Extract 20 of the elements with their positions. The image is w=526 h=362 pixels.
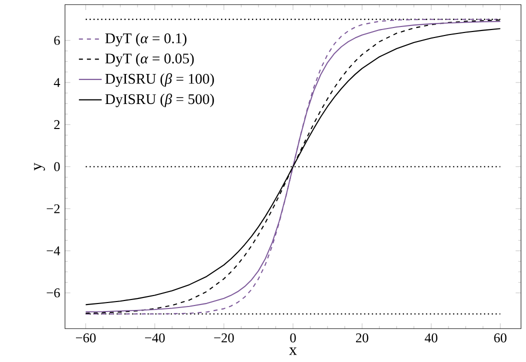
x-tick-label: −40: [145, 333, 165, 342]
legend-label: DyISRU (β = 100): [105, 73, 214, 87]
y-tick-label: −6: [46, 288, 60, 298]
x-axis-title: x: [289, 348, 297, 355]
y-tick-label: 2: [54, 120, 60, 130]
y-tick-label: 0: [54, 162, 60, 172]
legend-label: DyISRU (β = 500): [105, 94, 214, 108]
y-axis-title: y: [34, 162, 45, 170]
y-tick-label: −2: [46, 204, 60, 214]
x-tick-label: 20: [356, 333, 368, 342]
x-tick-label: −60: [76, 333, 96, 342]
x-tick-label: 40: [424, 333, 438, 342]
y-tick-label: −4: [46, 246, 60, 256]
y-tick-label: 6: [54, 36, 60, 45]
legend-label: DyT (α = 0.05): [105, 53, 194, 66]
x-tick-label: 60: [494, 333, 506, 342]
x-tick-label: 0: [290, 333, 296, 342]
legend-label: DyT (α = 0.1): [105, 32, 186, 46]
y-tick-label: 4: [54, 78, 60, 87]
x-tick-label: −20: [214, 333, 234, 342]
